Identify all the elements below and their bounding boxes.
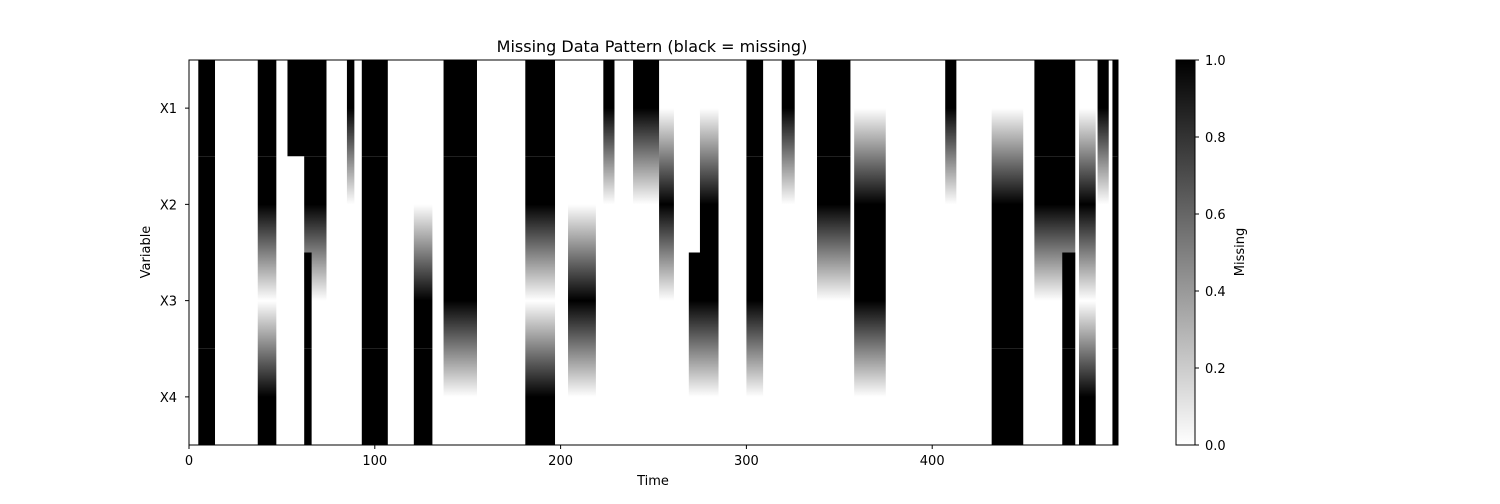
missing-cell-x4	[304, 348, 312, 445]
x-axis-ticks: 0 100 200 300 400	[185, 445, 945, 469]
y-tick-label: X2	[160, 198, 177, 213]
missing-cell-x2	[1112, 156, 1118, 253]
missing-cell-x3	[746, 252, 764, 397]
y-tick-label: X3	[160, 295, 177, 310]
missing-cell-x3	[568, 204, 596, 397]
x-tick-label: 400	[920, 454, 945, 469]
missing-cell-x1	[746, 60, 764, 157]
x-axis-title: Time	[636, 474, 669, 489]
missing-cell-x4	[525, 300, 556, 446]
plot-frame	[188, 59, 1119, 446]
x-tick-label: 0	[185, 454, 193, 469]
colorbar: 0.0 0.2 0.4 0.6 0.8 1.0 Missing	[1175, 54, 1248, 454]
missing-cell-x1	[633, 60, 660, 205]
missing-cell-x3	[443, 252, 477, 397]
missing-cell-x1	[781, 60, 795, 205]
missing-cell-x3	[198, 252, 216, 349]
missing-cell-x1	[346, 60, 355, 205]
missing-cell-x2	[991, 108, 1024, 253]
chart-title: Missing Data Pattern (black = missing)	[497, 37, 808, 56]
colorbar-tick-label: 0.4	[1205, 285, 1226, 300]
missing-cell-x2	[699, 108, 719, 253]
missing-cell-x4	[1112, 348, 1118, 445]
x-tick-label: 300	[734, 454, 759, 469]
missing-cell-x4	[1062, 348, 1076, 445]
missing-cell-x1	[443, 60, 477, 157]
missing-cell-x1	[1034, 60, 1076, 157]
missing-cell-x1	[198, 60, 216, 157]
y-tick-label: X4	[160, 391, 177, 406]
missing-cell-x4	[1078, 300, 1096, 446]
missing-cell-x2	[361, 156, 388, 253]
x-tick-label: 200	[548, 454, 573, 469]
colorbar-gradient	[1175, 59, 1196, 446]
missing-cell-x3	[413, 204, 433, 349]
colorbar-tick-label: 0.8	[1205, 131, 1226, 146]
missing-cell-x1	[287, 60, 327, 157]
missing-cell-x4	[991, 348, 1024, 445]
x-tick-label: 100	[362, 454, 387, 469]
colorbar-tick-label: 1.0	[1205, 54, 1226, 69]
y-axis-title: Variable	[139, 226, 154, 279]
missing-cell-x3	[304, 252, 312, 349]
y-tick-label: X1	[160, 102, 177, 117]
y-axis-ticks: X1 X2 X3 X4	[160, 102, 189, 406]
colorbar-tick-label: 0.0	[1205, 439, 1226, 454]
missing-cell-x2	[817, 156, 851, 301]
missing-cell-x2	[257, 156, 277, 301]
missing-cell-x2	[525, 156, 556, 301]
missing-cell-x4	[361, 348, 388, 445]
missing-cell-x3	[688, 252, 719, 397]
missing-cell-x2	[198, 156, 216, 253]
missing-cell-x2	[854, 108, 886, 253]
missing-cell-x4	[198, 348, 216, 445]
missing-cell-x2	[659, 108, 674, 301]
missing-cell-x3	[854, 252, 886, 397]
missing-cell-x3	[1062, 252, 1076, 349]
missing-cell-x3	[1112, 252, 1118, 349]
colorbar-ticks: 0.0 0.2 0.4 0.6 0.8 1.0	[1195, 54, 1226, 454]
missing-cell-x1	[361, 60, 388, 157]
missing-cell-x3	[991, 252, 1024, 349]
missing-cell-x1	[257, 60, 277, 157]
missing-cell-x1	[603, 60, 615, 205]
missing-cell-x1	[525, 60, 556, 157]
missing-cell-x1	[945, 60, 957, 205]
missing-cell-x4	[413, 348, 433, 445]
missing-cell-x1	[817, 60, 851, 157]
missing-cell-x1	[1097, 60, 1109, 205]
missing-cell-x4	[257, 300, 277, 446]
heatmap-area	[198, 60, 1118, 446]
colorbar-tick-label: 0.2	[1205, 362, 1226, 377]
missing-cell-x2	[443, 156, 477, 253]
missing-cell-x2	[1078, 108, 1096, 301]
missing-cell-x3	[361, 252, 388, 349]
colorbar-title: Missing	[1233, 228, 1248, 276]
colorbar-tick-label: 0.6	[1205, 208, 1226, 223]
missing-cell-x1	[1112, 60, 1118, 157]
missing-cell-x2	[746, 156, 764, 253]
